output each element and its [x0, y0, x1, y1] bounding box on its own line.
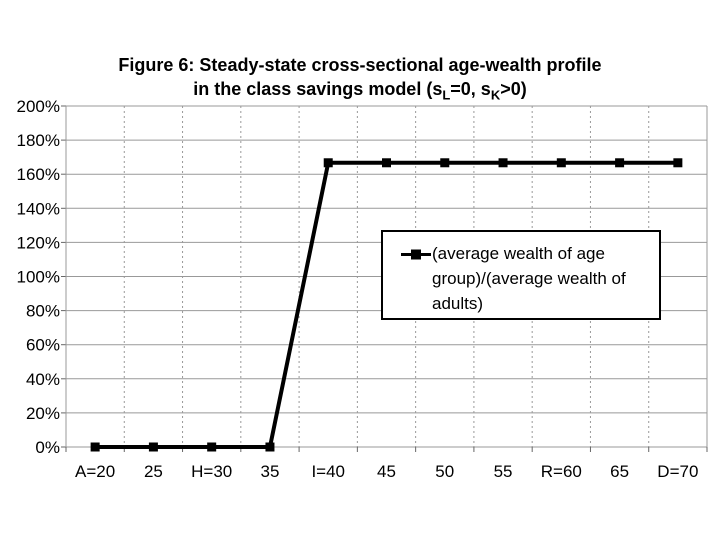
title-line2-seg3: >0) — [500, 79, 527, 99]
x-tick-label: H=30 — [191, 462, 232, 481]
y-tick-label: 40% — [26, 370, 60, 389]
x-tick-label: D=70 — [657, 462, 698, 481]
series-marker — [556, 158, 566, 168]
series-marker — [148, 442, 158, 452]
legend-label: (average wealth of age group)/(average w… — [432, 244, 626, 313]
chart-title-line1: Figure 6: Steady-state cross-sectional a… — [118, 55, 602, 75]
series-marker — [90, 442, 100, 452]
series-marker — [382, 158, 391, 168]
title-line2-seg1: in the class savings model (s — [193, 79, 443, 99]
series-line-marker-icon — [401, 249, 431, 260]
x-tick-label: 25 — [144, 462, 163, 481]
series-marker — [440, 158, 450, 168]
y-tick-label: 120% — [17, 233, 60, 252]
series-marker — [615, 158, 625, 168]
y-tick-label: 160% — [17, 165, 60, 184]
series-marker — [673, 158, 683, 168]
series-marker — [498, 158, 508, 168]
y-tick-label: 100% — [17, 268, 60, 287]
y-tick-label: 200% — [17, 97, 60, 116]
title-subscript-L: L — [442, 87, 451, 103]
title-line2-seg2: =0, s — [450, 79, 491, 99]
y-tick-label: 0% — [35, 438, 60, 457]
series-marker — [323, 158, 333, 168]
y-tick-label: 20% — [26, 404, 60, 423]
title-subscript-K: K — [490, 87, 501, 103]
y-tick-label: 180% — [17, 131, 60, 150]
series-marker — [207, 442, 217, 452]
legend-box: (average wealth of age group)/(average w… — [381, 230, 661, 320]
y-tick-label: 60% — [26, 336, 60, 355]
x-tick-label: I=40 — [311, 462, 345, 481]
series-marker — [265, 442, 275, 452]
x-tick-label: 45 — [377, 462, 396, 481]
x-tick-label: 65 — [610, 462, 629, 481]
chart-title-line2: in the class savings model (sL=0, sK>0) — [0, 77, 720, 103]
y-tick-label: 80% — [26, 302, 60, 321]
y-tick-label: 140% — [17, 199, 60, 218]
x-tick-label: A=20 — [75, 462, 115, 481]
x-tick-label: 50 — [435, 462, 454, 481]
chart-title: Figure 6: Steady-state cross-sectional a… — [0, 53, 720, 103]
x-tick-label: 35 — [260, 462, 279, 481]
x-tick-label: R=60 — [541, 462, 582, 481]
x-tick-label: 55 — [494, 462, 513, 481]
